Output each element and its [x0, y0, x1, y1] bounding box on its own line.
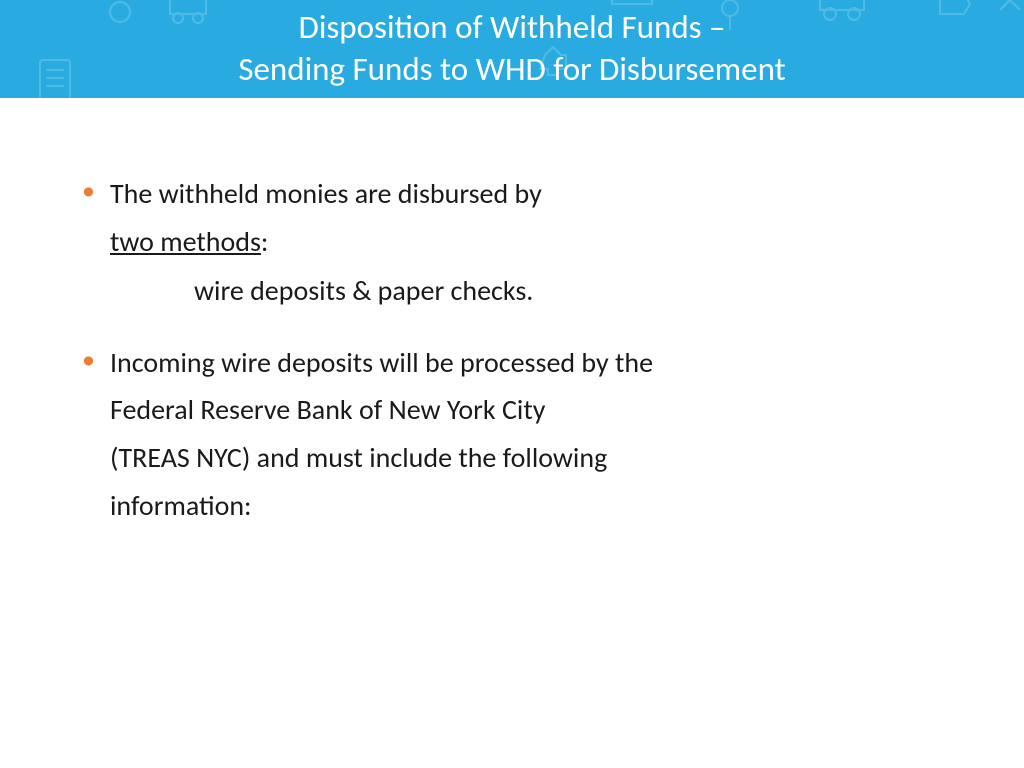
- bullet2-line1: Incoming wire deposits will be processed…: [110, 339, 954, 387]
- slide-header: Disposition of Withheld Funds – Sending …: [0, 0, 1024, 98]
- bullet2-line2: Federal Reserve Bank of New York City: [110, 386, 954, 434]
- bullet1-line2-after: :: [261, 224, 269, 259]
- title-line-1: Disposition of Withheld Funds –: [299, 7, 726, 47]
- slide-title: Disposition of Withheld Funds – Sending …: [0, 6, 1024, 90]
- bullet-item-1: The withheld monies are disbursed by two…: [80, 170, 954, 315]
- bullet1-line3: wire deposits & paper checks.: [110, 267, 954, 315]
- bullet1-line2: two methods:: [110, 218, 954, 266]
- bullet1-underlined: two methods: [110, 224, 261, 259]
- slide-content: The withheld monies are disbursed by two…: [0, 98, 1024, 529]
- bullet1-line1: The withheld monies are disbursed by: [110, 170, 954, 218]
- bullet2-line3: (TREAS NYC) and must include the followi…: [110, 434, 954, 482]
- bullet-item-2: Incoming wire deposits will be processed…: [80, 339, 954, 529]
- bullet-list: The withheld monies are disbursed by two…: [80, 170, 954, 529]
- title-line-2: Sending Funds to WHD for Disbursement: [238, 49, 785, 89]
- bullet2-line4: information:: [110, 482, 954, 530]
